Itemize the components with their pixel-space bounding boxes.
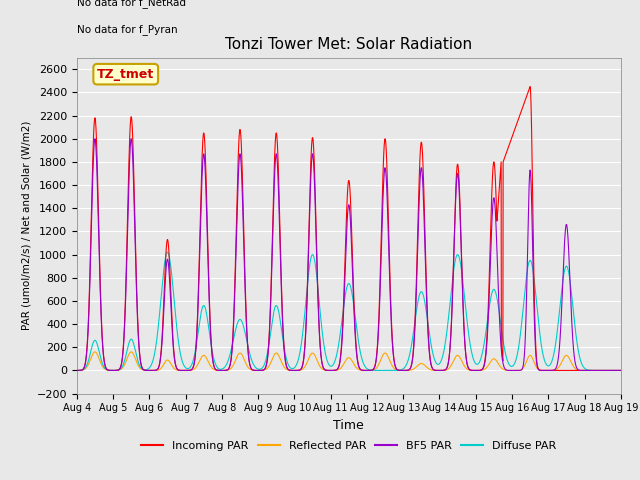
X-axis label: Time: Time bbox=[333, 419, 364, 432]
Text: No data for f_Pyran: No data for f_Pyran bbox=[77, 24, 177, 35]
Text: TZ_tmet: TZ_tmet bbox=[97, 68, 154, 81]
Y-axis label: PAR (umol/m2/s) / Net and Solar (W/m2): PAR (umol/m2/s) / Net and Solar (W/m2) bbox=[21, 121, 31, 330]
Title: Tonzi Tower Met: Solar Radiation: Tonzi Tower Met: Solar Radiation bbox=[225, 37, 472, 52]
Legend: Incoming PAR, Reflected PAR, BF5 PAR, Diffuse PAR: Incoming PAR, Reflected PAR, BF5 PAR, Di… bbox=[137, 436, 561, 455]
Text: No data for f_NetRad: No data for f_NetRad bbox=[77, 0, 186, 8]
